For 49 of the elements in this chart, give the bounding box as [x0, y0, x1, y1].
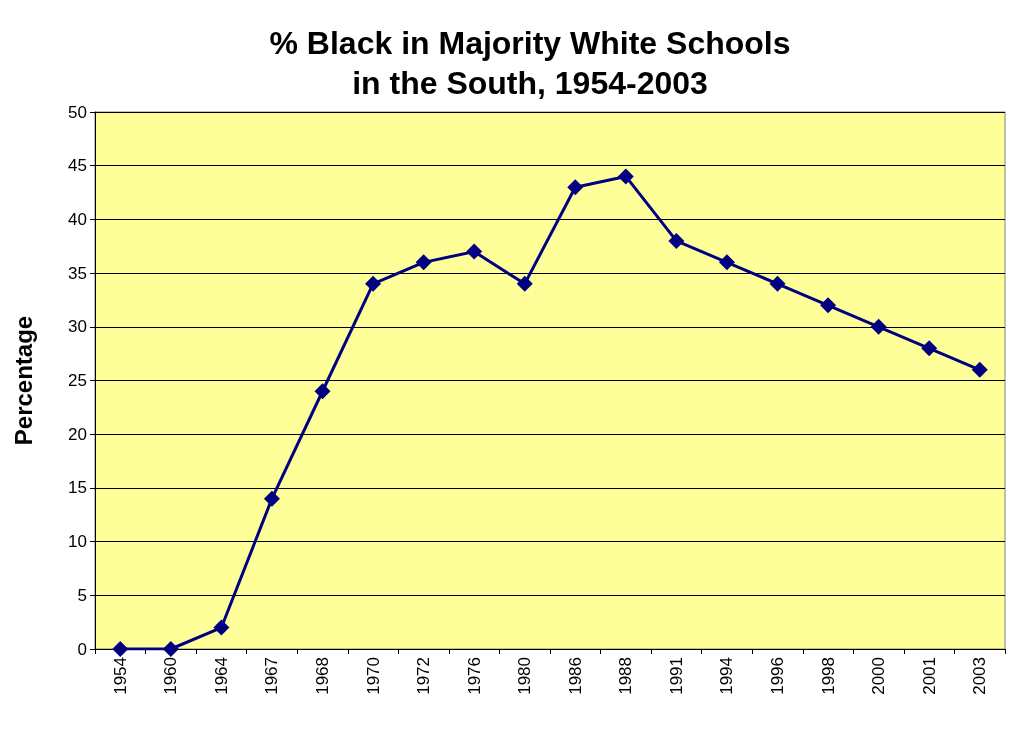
point [263, 490, 280, 507]
x-tick-label: 1960 [161, 657, 181, 695]
point [769, 275, 786, 292]
point [870, 318, 887, 335]
point [213, 619, 230, 636]
point [971, 361, 988, 378]
point [466, 243, 483, 260]
y-tick-label: 10 [68, 532, 87, 552]
point [365, 275, 382, 292]
x-tick-label: 1994 [717, 657, 737, 695]
x-tick-label: 2000 [869, 657, 889, 695]
x-tick-label: 1998 [818, 657, 838, 695]
x-tick-label: 1964 [211, 657, 231, 695]
y-tick-label: 15 [68, 478, 87, 498]
y-tick-label: 50 [68, 102, 87, 122]
point [162, 641, 179, 657]
point [516, 275, 533, 292]
y-tick-label: 45 [68, 156, 87, 176]
y-tick-label: 30 [68, 317, 87, 337]
x-tick-label: 2003 [970, 657, 990, 695]
point [921, 340, 938, 357]
y-axis-title: Percentage [9, 315, 37, 446]
point [314, 383, 331, 400]
x-tick-label: 1954 [110, 657, 130, 695]
point [567, 179, 584, 196]
x-tick-label: 1967 [262, 657, 282, 695]
y-tick-label: 5 [77, 585, 87, 605]
point [415, 254, 432, 271]
x-tick-label: 1976 [464, 657, 484, 695]
point [820, 297, 837, 314]
point [718, 254, 735, 271]
x-tick-label: 2001 [919, 657, 939, 695]
y-tick-label: 0 [77, 639, 87, 659]
y-tick-label: 25 [68, 371, 87, 390]
y-tick-label: 20 [68, 424, 87, 444]
y-tick-label: 35 [68, 263, 87, 283]
x-tick-label: 1988 [616, 657, 636, 695]
y-tick-label: 40 [68, 209, 87, 229]
point [668, 232, 685, 249]
point [617, 168, 634, 185]
x-tick-label: 1972 [414, 657, 434, 695]
x-tick-label: 1980 [515, 657, 535, 695]
x-tick-label: 1970 [363, 657, 383, 695]
x-tick-label: 1968 [313, 657, 332, 695]
x-tick-label: 1996 [768, 657, 787, 695]
x-tick-label: 1986 [565, 657, 585, 695]
chart-title: % Black in Majority White Schools in the South, 1954-2003 [269, 25, 791, 101]
point [112, 641, 129, 657]
x-tick-label: 1991 [666, 657, 686, 695]
